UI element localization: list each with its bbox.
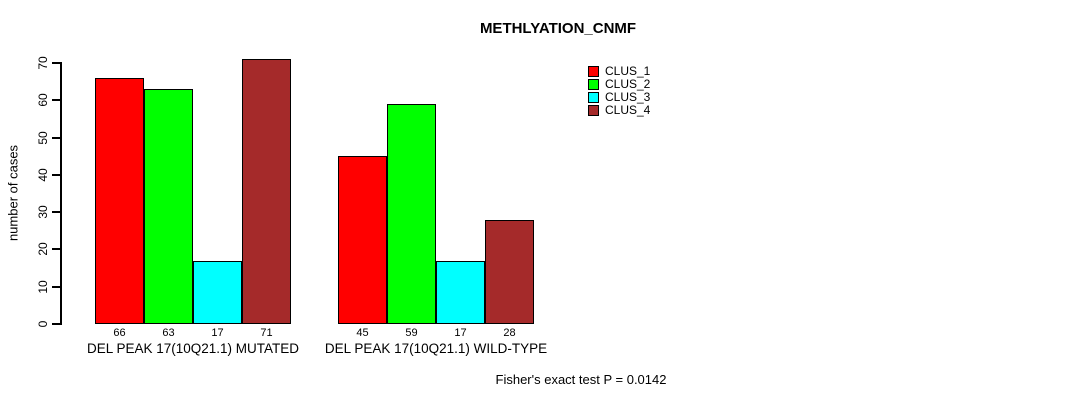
y-tick-mark xyxy=(52,211,61,214)
bar-clus_1-group1 xyxy=(95,77,144,324)
bar-clus_4-group1 xyxy=(242,59,291,324)
y-tick-label: 60 xyxy=(36,93,50,107)
y-tick-mark xyxy=(52,248,61,251)
legend-swatch-clus_3 xyxy=(588,92,599,103)
y-tick-label: 0 xyxy=(36,320,50,328)
bar-value-label: 17 xyxy=(211,327,224,339)
bar-value-label: 66 xyxy=(113,327,126,339)
y-tick-label: 20 xyxy=(36,242,50,257)
bar-clus_2-group2 xyxy=(387,104,436,324)
bar-value-label: 45 xyxy=(356,327,369,339)
y-tick-label: 30 xyxy=(36,205,50,219)
bar-value-label: 63 xyxy=(162,327,175,339)
legend-label-clus_4: CLUS_4 xyxy=(605,103,651,117)
fisher-test-annotation: Fisher's exact test P = 0.0142 xyxy=(495,372,667,387)
y-tick-label: 70 xyxy=(36,56,50,70)
chart-title: METHLYATION_CNMF xyxy=(479,20,637,37)
y-tick-mark xyxy=(52,323,61,325)
y-tick-label: 10 xyxy=(36,280,50,294)
category-label: DEL PEAK 17(10Q21.1) MUTATED xyxy=(86,341,300,356)
bar-clus_3-group2 xyxy=(436,260,485,324)
y-tick-mark xyxy=(52,136,61,139)
legend-label-clus_1: CLUS_1 xyxy=(605,64,651,78)
legend-label-clus_3: CLUS_3 xyxy=(605,90,651,104)
bar-clus_3-group1 xyxy=(193,260,242,324)
y-tick-label: 40 xyxy=(36,168,50,182)
y-tick-mark xyxy=(52,285,61,288)
category-label: DEL PEAK 17(10Q21.1) WILD-TYPE xyxy=(324,341,548,356)
bar-value-label: 28 xyxy=(503,327,516,339)
bar-value-label: 71 xyxy=(260,327,273,339)
legend-swatch-clus_2 xyxy=(588,79,599,90)
y-tick-mark xyxy=(52,62,61,64)
y-axis-label: number of cases xyxy=(5,144,21,242)
legend-swatch-clus_4 xyxy=(588,105,599,116)
y-tick-label: 50 xyxy=(36,130,50,145)
y-tick-mark xyxy=(52,99,61,102)
legend-label-clus_2: CLUS_2 xyxy=(605,77,651,91)
legend-swatch-clus_1 xyxy=(588,66,599,77)
y-axis-line xyxy=(60,62,62,325)
bar-clus_1-group2 xyxy=(338,156,387,324)
bar-value-label: 17 xyxy=(454,327,467,339)
bar-clus_2-group1 xyxy=(144,89,193,324)
y-tick-mark xyxy=(52,173,61,176)
bar-clus_4-group2 xyxy=(485,219,534,324)
bar-value-label: 59 xyxy=(405,327,418,339)
